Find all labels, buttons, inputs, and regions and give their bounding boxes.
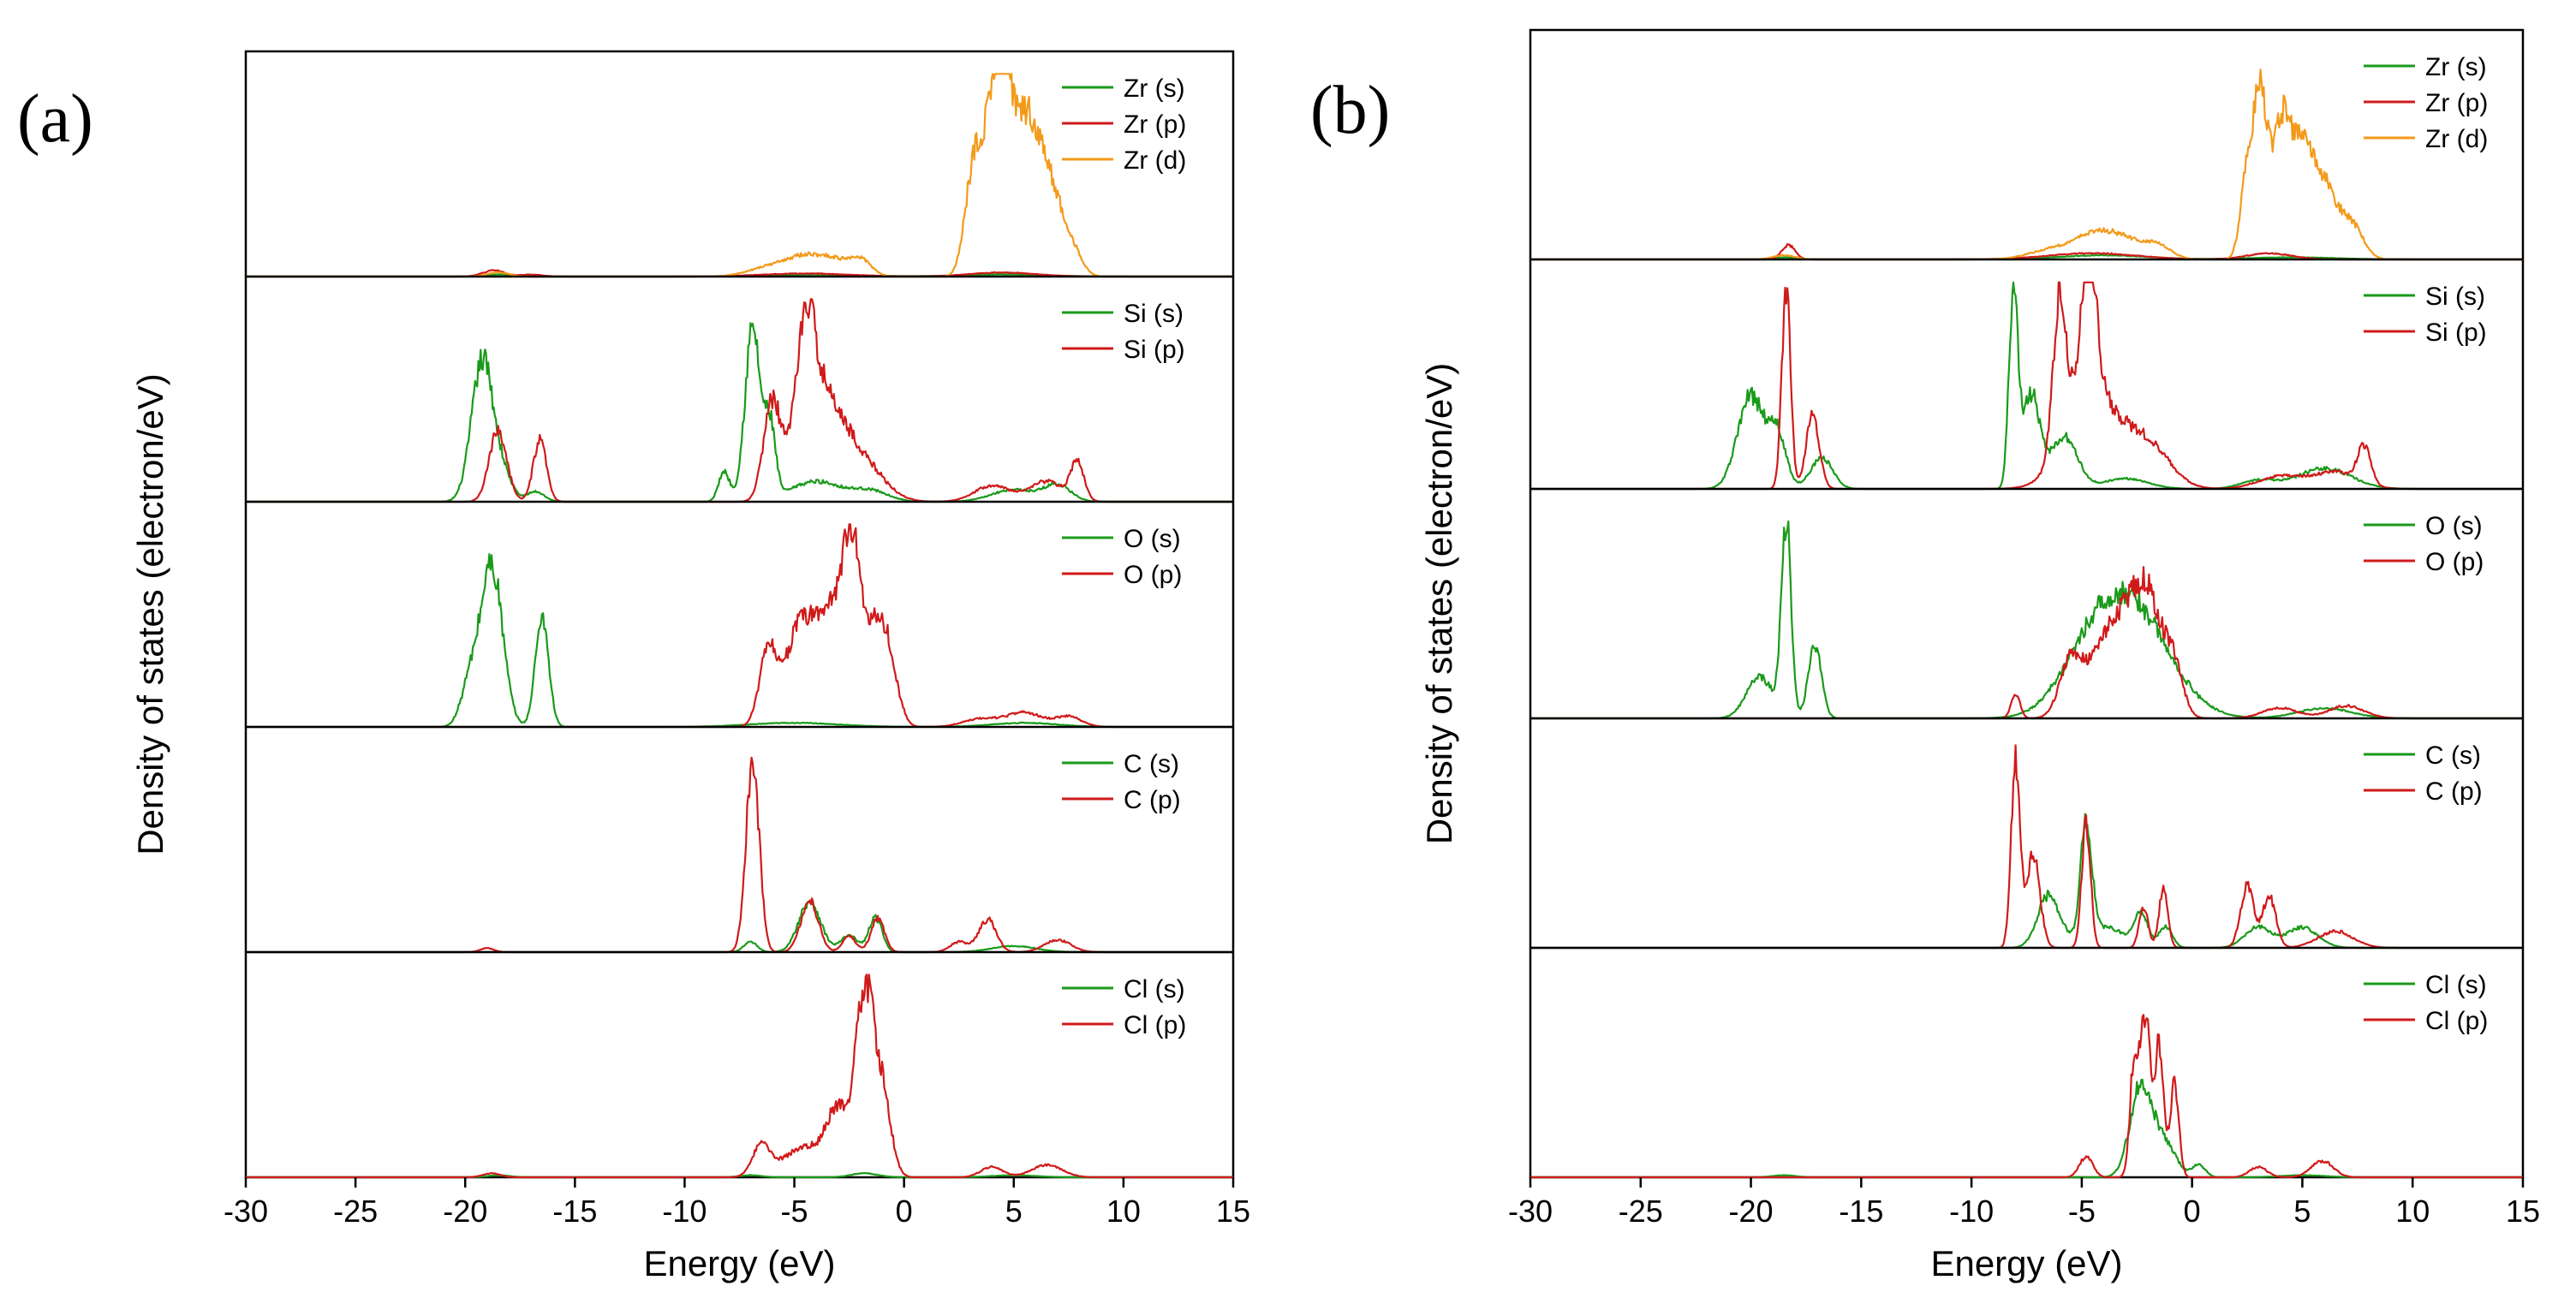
x-tick-label: -10 — [1949, 1194, 1994, 1229]
legend-label: C (p) — [2425, 777, 2483, 806]
x-tick-label: -25 — [1619, 1194, 1663, 1229]
legend-label: Zr (s) — [1124, 74, 1185, 103]
legend-label: O (p) — [2425, 548, 2484, 576]
subplot-cl: Cl (s) Cl (p) — [246, 974, 1233, 1179]
subplot-o: O (s) O (p) — [246, 523, 1233, 729]
legend-label: Zr (d) — [2425, 125, 2488, 153]
legend-label: Zr (p) — [2425, 89, 2488, 117]
legend-label: Zr (d) — [1124, 146, 1186, 175]
legend-label: C (s) — [1124, 750, 1179, 778]
subplot-c: C (s) C (p) — [1530, 741, 2523, 950]
legend-label: Cl (p) — [1124, 1011, 1186, 1039]
x-tick-label: 5 — [2293, 1194, 2311, 1229]
x-tick-label: -30 — [224, 1194, 268, 1229]
series-line-cl-p — [1530, 1014, 2523, 1179]
legend-label: Si (p) — [1124, 336, 1185, 364]
x-tick-label: 10 — [1106, 1194, 1141, 1229]
x-tick-label: -25 — [333, 1194, 378, 1229]
legend-label: Cl (s) — [1124, 975, 1185, 1003]
legend-label: C (p) — [1124, 786, 1181, 814]
legend-label: O (s) — [2425, 512, 2483, 540]
panel-label-b: (b) — [1310, 73, 1390, 148]
x-tick-label: 5 — [1005, 1194, 1023, 1229]
y-axis-title: Density of states (electron/eV) — [130, 373, 170, 855]
x-tick-label: -20 — [1729, 1194, 1774, 1229]
x-tick-label: 10 — [2395, 1194, 2430, 1229]
legend-label: Si (s) — [1124, 300, 1184, 328]
legend-label: O (p) — [1124, 561, 1182, 589]
legend-label: O (s) — [1124, 525, 1181, 553]
x-tick-label: -5 — [2068, 1194, 2096, 1229]
subplot-zr: Zr (s) Zr (p) Zr (d) — [246, 73, 1233, 278]
subplot-zr: Zr (s) Zr (p) Zr (d) — [1530, 53, 2523, 261]
legend-label: Zr (p) — [1124, 110, 1186, 139]
plot-frame — [244, 50, 1235, 1179]
panel-b: Zr (s) Zr (p) Zr (d) Si (s) Si (p) O (s) O (p)… — [1419, 28, 2540, 1283]
subplot-c: C (s) C (p) — [246, 750, 1233, 954]
x-tick-label: 15 — [2506, 1194, 2540, 1229]
subplot-si: Si (s) Si (p) — [1530, 281, 2523, 491]
x-tick-label: -5 — [781, 1194, 808, 1229]
legend-label: Si (p) — [2425, 319, 2487, 347]
x-tick-label: 0 — [896, 1194, 913, 1229]
subplot-si: Si (s) Si (p) — [246, 298, 1233, 503]
legend-label: Cl (s) — [2425, 971, 2487, 999]
x-tick-label: 15 — [1216, 1194, 1250, 1229]
x-tick-label: -15 — [1839, 1194, 1883, 1229]
legend-label: Zr (s) — [2425, 53, 2487, 81]
series-line-cl-p — [246, 974, 1233, 1179]
legend-label: Cl (p) — [2425, 1007, 2488, 1035]
y-axis-title: Density of states (electron/eV) — [1419, 363, 1459, 845]
subplot-o: O (s) O (p) — [1530, 512, 2523, 720]
x-tick-label: 0 — [2184, 1194, 2201, 1229]
legend-label: C (s) — [2425, 741, 2481, 770]
x-tick-label: -30 — [1508, 1194, 1553, 1229]
x-tick-label: -10 — [662, 1194, 707, 1229]
panel-a: Zr (s) Zr (p) Zr (d) Si (s) Si (p) O (s) O (p)… — [130, 50, 1250, 1283]
x-tick-label: -20 — [443, 1194, 487, 1229]
panel-label-a: (a) — [17, 81, 93, 157]
legend-label: Si (s) — [2425, 283, 2485, 311]
subplot-cl: Cl (s) Cl (p) — [1530, 971, 2523, 1179]
x-axis-title: Energy (eV) — [643, 1243, 835, 1283]
x-tick-label: -15 — [552, 1194, 597, 1229]
x-axis-title: Energy (eV) — [1930, 1243, 2122, 1283]
